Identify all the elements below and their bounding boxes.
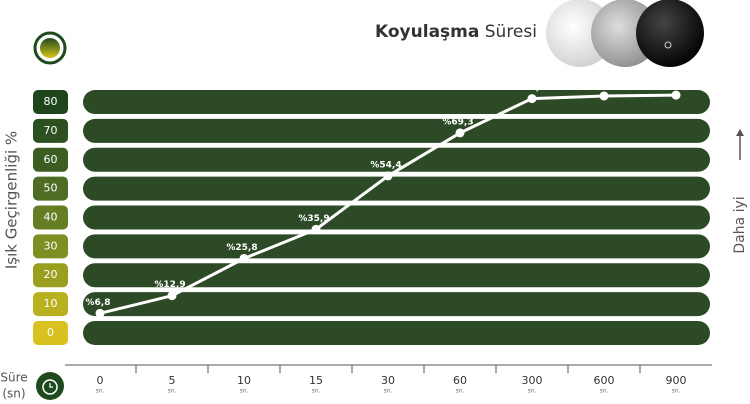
sun-icon bbox=[664, 41, 672, 49]
grid-row bbox=[83, 147, 710, 172]
clock-hands bbox=[49, 383, 53, 388]
grid-row bbox=[83, 118, 710, 143]
point bbox=[311, 224, 321, 234]
y-tick-box bbox=[33, 234, 68, 259]
value-label: %25,8 bbox=[226, 243, 257, 253]
value-label: %82,1 bbox=[586, 80, 617, 90]
y-tick-box bbox=[33, 147, 68, 172]
grid-row bbox=[83, 205, 710, 230]
x-unit: sn. bbox=[96, 388, 105, 395]
x-unit: sn. bbox=[384, 388, 393, 395]
y-axis-label: Işık Geçirgenliği % bbox=[3, 131, 21, 269]
y-tick-box bbox=[33, 90, 68, 115]
grid-row bbox=[83, 292, 710, 317]
grid-row bbox=[83, 176, 710, 201]
x-tick-label: 30 bbox=[381, 374, 395, 387]
chart-title: Koyulaşma Süresi bbox=[375, 22, 537, 42]
grid-row bbox=[83, 90, 710, 115]
point bbox=[671, 90, 681, 100]
grid-row bbox=[83, 263, 710, 288]
y-tick-label: 30 bbox=[44, 239, 58, 252]
y-tick-label: 50 bbox=[44, 182, 58, 195]
y-tick-box bbox=[33, 263, 68, 288]
value-label: %82,4 bbox=[658, 80, 689, 90]
value-label: %69,3 bbox=[442, 117, 473, 127]
x-unit: sn. bbox=[672, 388, 681, 395]
y-tick-box bbox=[33, 205, 68, 230]
grid-row bbox=[83, 320, 710, 345]
y-tick-label: 0 bbox=[47, 326, 54, 339]
x-axis-label: Süre bbox=[0, 371, 27, 385]
x-tick-label: 600 bbox=[594, 374, 615, 387]
y-tick-label: 40 bbox=[44, 211, 58, 224]
x-tick-label: 60 bbox=[453, 374, 467, 387]
point bbox=[239, 253, 249, 263]
lens-dark bbox=[636, 0, 704, 67]
x-unit: sn. bbox=[312, 388, 321, 395]
point bbox=[599, 91, 609, 101]
better-label: Daha iyi bbox=[732, 196, 748, 253]
x-tick-label: 10 bbox=[237, 374, 251, 387]
y-tick-box bbox=[33, 320, 68, 345]
point bbox=[455, 128, 465, 138]
x-tick-label: 900 bbox=[666, 374, 687, 387]
value-label: %6,8 bbox=[86, 298, 111, 308]
point bbox=[527, 94, 537, 104]
x-axis-label: (sn) bbox=[2, 387, 25, 401]
x-unit: sn. bbox=[168, 388, 177, 395]
title-bold: Koyulaşma bbox=[375, 22, 479, 42]
grid-row bbox=[83, 234, 710, 259]
x-unit: sn. bbox=[456, 388, 465, 395]
value-label: %35,9 bbox=[298, 214, 329, 224]
point bbox=[383, 171, 393, 181]
value-label: %81,2 bbox=[514, 83, 545, 93]
better-arrowhead bbox=[736, 129, 744, 136]
x-unit: sn. bbox=[240, 388, 249, 395]
x-unit: sn. bbox=[600, 388, 609, 395]
x-tick-label: 0 bbox=[97, 374, 104, 387]
title-regular: Süresi bbox=[485, 22, 537, 42]
x-tick-label: 5 bbox=[169, 374, 176, 387]
y-tick-box bbox=[33, 292, 68, 317]
y-tick-label: 80 bbox=[44, 95, 58, 108]
x-tick-label: 300 bbox=[522, 374, 543, 387]
y-tick-box bbox=[33, 176, 68, 201]
y-tick-box bbox=[33, 118, 68, 143]
value-label: %54,4 bbox=[370, 160, 401, 170]
point bbox=[95, 308, 105, 318]
value-label: %12,9 bbox=[154, 280, 185, 290]
x-tick-label: 15 bbox=[309, 374, 323, 387]
y-tick-label: 60 bbox=[44, 153, 58, 166]
x-unit: sn. bbox=[528, 388, 537, 395]
point bbox=[167, 291, 177, 301]
y-tick-label: 10 bbox=[44, 297, 58, 310]
clock-face bbox=[42, 379, 58, 395]
logo-inner bbox=[40, 38, 60, 58]
y-tick-label: 70 bbox=[44, 124, 58, 137]
y-tick-label: 20 bbox=[44, 268, 58, 281]
